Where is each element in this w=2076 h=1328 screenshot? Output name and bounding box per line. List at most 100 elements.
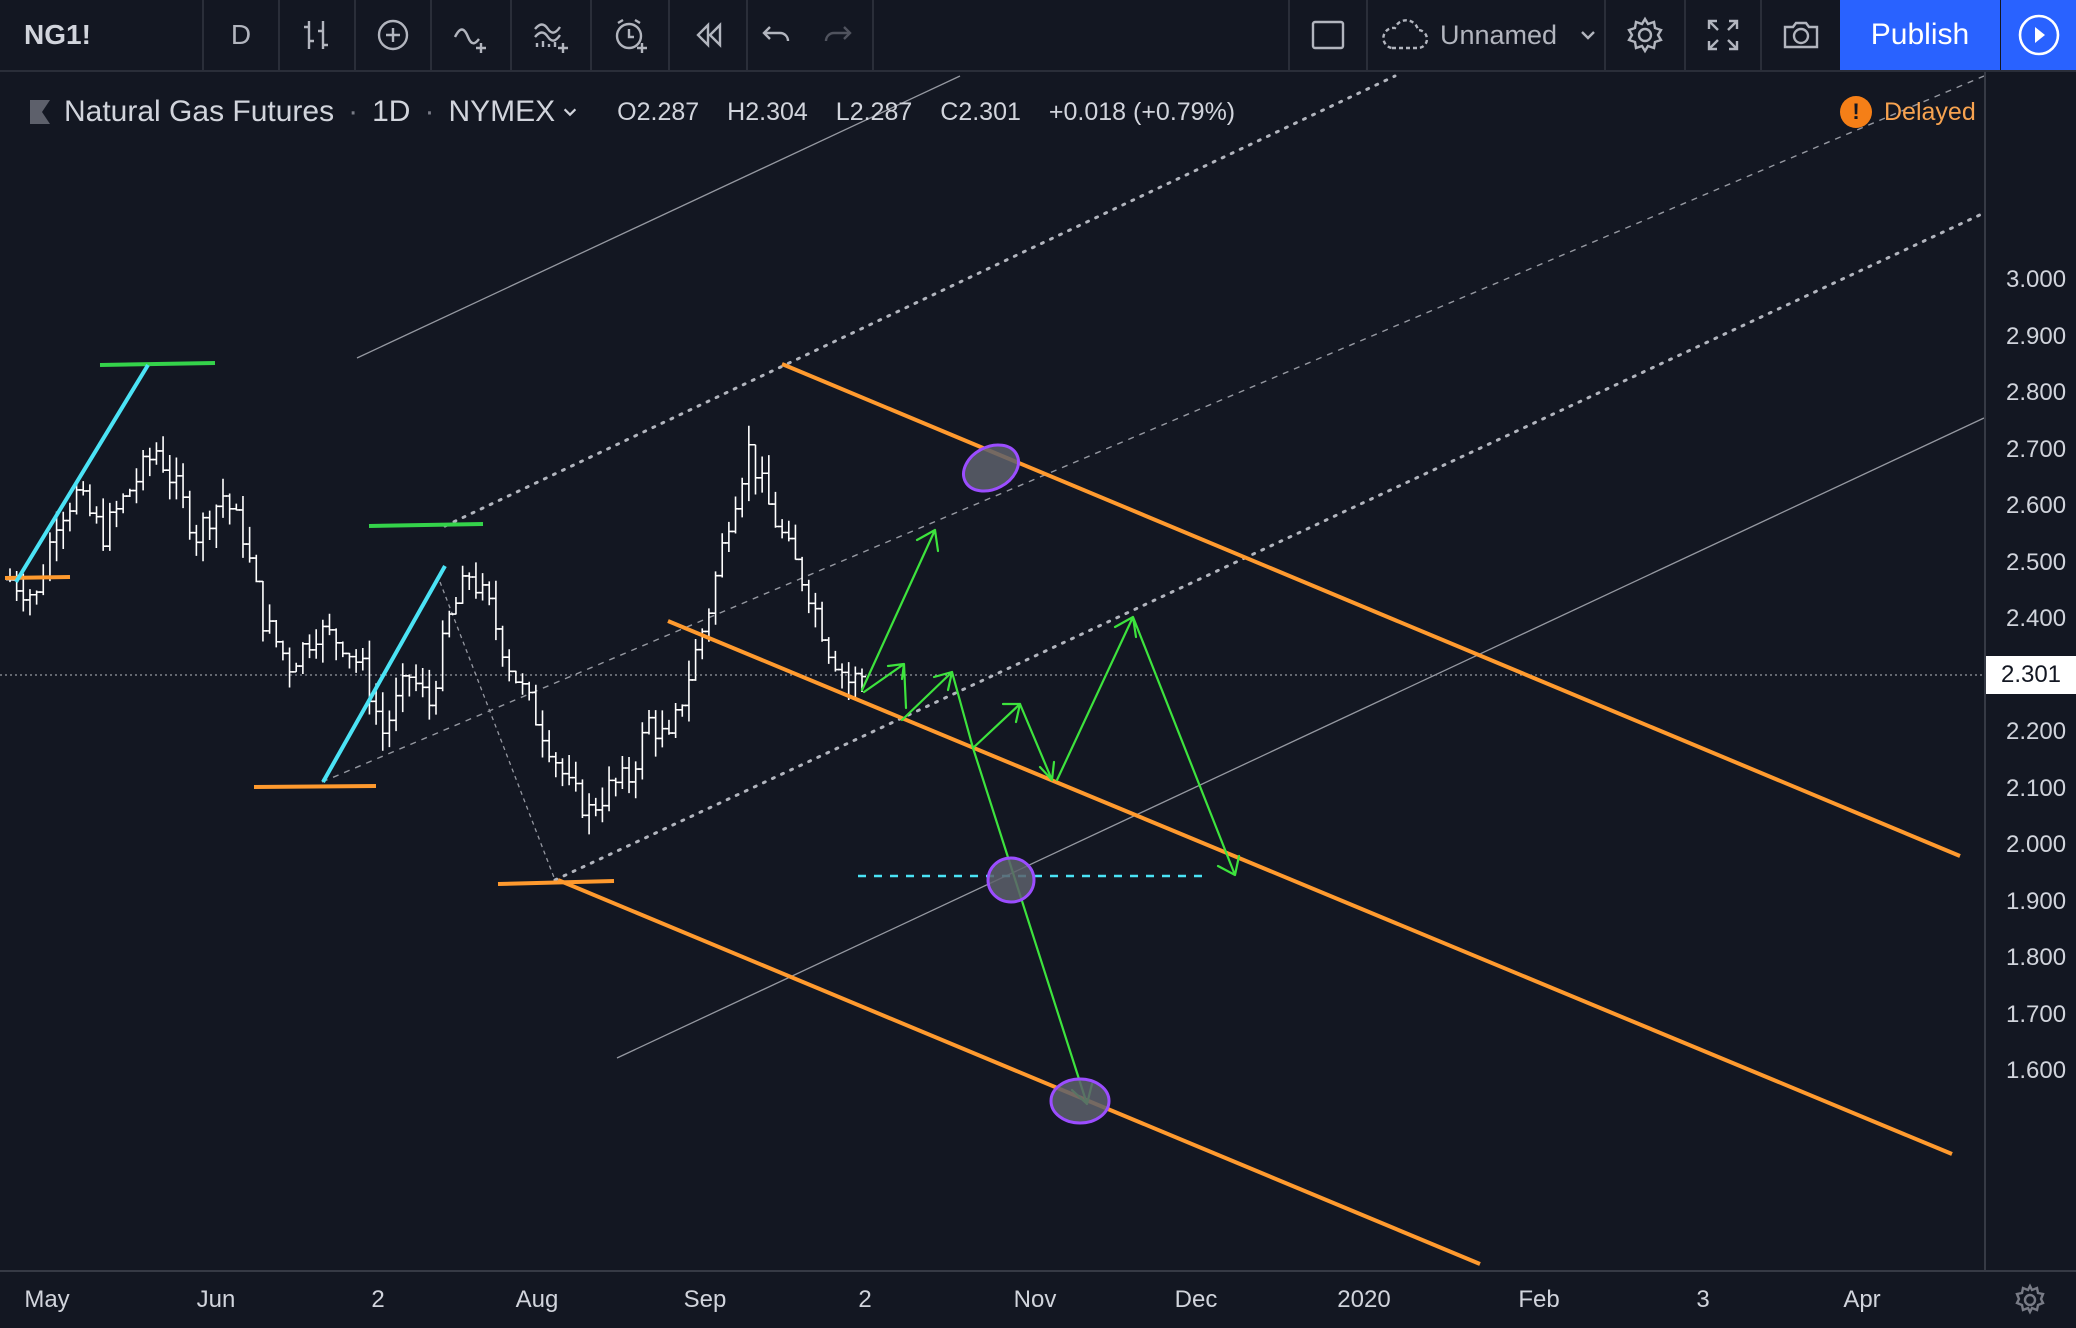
pitchfork-lower-line xyxy=(553,211,1984,882)
ohlc-bar xyxy=(152,442,161,465)
ohlc-bar xyxy=(65,502,74,532)
highlight-ellipses xyxy=(962,443,1111,1125)
projection-arrows xyxy=(860,528,1241,1106)
symbol-search-button[interactable]: NG1! xyxy=(0,0,204,70)
ohlc-bar xyxy=(811,592,820,628)
rectangle-icon xyxy=(1311,20,1345,50)
ohlc-bar xyxy=(325,613,334,636)
ohlc-bar xyxy=(625,756,634,794)
ohlc-bar xyxy=(651,710,660,757)
delayed-label: Delayed xyxy=(1884,97,1976,126)
compare-button[interactable] xyxy=(356,0,432,70)
ohlc-bar xyxy=(345,652,354,669)
bar-style-button[interactable] xyxy=(280,0,356,70)
templates-button[interactable] xyxy=(512,0,592,70)
settings-icon xyxy=(2015,1283,2045,1315)
ohlc-bar xyxy=(691,639,700,681)
play-button[interactable] xyxy=(2001,0,2076,70)
ohlc-bar xyxy=(378,692,387,751)
ohlc-bar xyxy=(678,704,687,717)
undo-icon xyxy=(762,26,790,42)
ohlc-bar xyxy=(265,604,274,634)
ohlc-bar xyxy=(498,625,507,667)
cloud-icon xyxy=(1382,19,1429,50)
support-line-3 xyxy=(497,879,615,886)
alert-icon xyxy=(615,18,647,53)
indicators-button[interactable] xyxy=(432,0,512,70)
fullscreen-icon xyxy=(1707,19,1739,51)
bar-style-icon xyxy=(304,21,328,49)
snapshot-button[interactable] xyxy=(1762,0,1840,70)
legend-title[interactable]: Natural Gas Futures xyxy=(64,95,335,128)
ohlc-bar xyxy=(292,662,301,673)
layout-name-dropdown[interactable]: Unnamed xyxy=(1368,0,1606,70)
ohlc-bar xyxy=(571,761,580,792)
ohlc-bar xyxy=(531,684,540,726)
ohlc-bar xyxy=(804,579,813,614)
ohlc-bar xyxy=(485,581,494,606)
ohlc-bar xyxy=(252,554,261,583)
settings-icon xyxy=(1627,16,1663,54)
legend-separator: · xyxy=(424,95,435,128)
ohlc-bar xyxy=(791,524,800,561)
ohlc-bar xyxy=(165,455,174,500)
time-axis[interactable]: May Jun 2 Aug Sep 2 Nov Dec 2020 Feb 3 Apr xyxy=(0,1270,2076,1328)
legend-interval[interactable]: 1D xyxy=(372,95,411,128)
ohlc-bar xyxy=(458,565,467,605)
ohlc-bar xyxy=(478,573,487,601)
ohlc-bar xyxy=(671,702,680,738)
ohlc-bar xyxy=(92,506,101,524)
redo-button[interactable] xyxy=(804,0,874,70)
price-tick: 2.900 xyxy=(2006,322,2067,350)
axis-settings-button[interactable] xyxy=(2012,1282,2048,1318)
time-tick: Jun xyxy=(196,1286,236,1313)
ohlc-bar xyxy=(731,496,740,534)
legend-high: H2.304 xyxy=(727,97,808,126)
delayed-status[interactable]: ! Delayed xyxy=(1840,92,1976,132)
interval-button[interactable]: D xyxy=(204,0,280,70)
ohlc-bar xyxy=(79,481,88,496)
legend-exchange[interactable]: NYMEX xyxy=(448,95,556,128)
pitchfork-upper-line xyxy=(443,74,1397,528)
settings-button[interactable] xyxy=(1606,0,1686,70)
replay-button[interactable] xyxy=(670,0,748,70)
ohlc-bar xyxy=(438,620,447,692)
support-line-2 xyxy=(253,784,377,789)
legend-separator: · xyxy=(348,95,359,128)
ohlc-bar xyxy=(132,468,141,504)
ohlc-bar xyxy=(744,425,753,502)
ohlc-bar xyxy=(418,667,427,698)
chevron-down-icon[interactable] xyxy=(561,103,579,121)
ohlc-bar xyxy=(611,777,620,797)
select-layout-button[interactable] xyxy=(1288,0,1368,70)
layout-name-label: Unnamed xyxy=(1440,19,1558,50)
alert-button[interactable] xyxy=(592,0,670,70)
legend-low: L2.287 xyxy=(835,97,913,126)
ohlc-bar xyxy=(465,572,474,591)
ohlc-bar xyxy=(585,793,594,835)
support-line-1 xyxy=(4,575,71,580)
lower-thin-trendline xyxy=(616,417,1984,1059)
price-tick: 1.700 xyxy=(2006,1000,2067,1028)
price-tick: 2.100 xyxy=(2006,774,2067,802)
pitchfork-handle-1 xyxy=(439,581,556,881)
time-tick: Nov xyxy=(1013,1286,1057,1313)
ohlc-bar xyxy=(684,660,693,722)
fullscreen-button[interactable] xyxy=(1686,0,1762,70)
ohlc-bar xyxy=(245,526,254,563)
ohlc-bar xyxy=(851,666,860,697)
ohlc-bar xyxy=(159,436,168,473)
publish-button[interactable]: Publish xyxy=(1840,0,2000,70)
ohlc-bar xyxy=(551,752,560,778)
price-tick: 2.700 xyxy=(2006,435,2067,463)
chevron-down-icon xyxy=(1581,31,1595,40)
templates-icon xyxy=(534,23,568,53)
ohlc-bar xyxy=(412,664,421,692)
replay-icon xyxy=(696,22,722,48)
flag-icon[interactable] xyxy=(30,100,50,124)
ohlc-bar xyxy=(425,669,434,720)
undo-button[interactable] xyxy=(748,0,804,70)
compare-plus-icon xyxy=(377,19,409,51)
last-price-label: 2.301 xyxy=(1986,656,2076,694)
